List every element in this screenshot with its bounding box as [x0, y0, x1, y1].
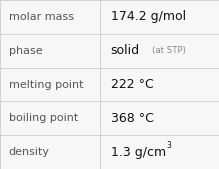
Text: melting point: melting point — [9, 79, 83, 90]
Text: density: density — [9, 147, 50, 157]
Text: (at STP): (at STP) — [152, 46, 186, 55]
Text: 3: 3 — [166, 141, 171, 150]
Text: 368 °C: 368 °C — [111, 112, 154, 125]
Text: phase: phase — [9, 46, 42, 56]
Text: 1.3 g/cm: 1.3 g/cm — [111, 146, 166, 159]
Text: molar mass: molar mass — [9, 12, 74, 22]
Text: 222 °C: 222 °C — [111, 78, 153, 91]
Text: 174.2 g/mol: 174.2 g/mol — [111, 10, 186, 23]
Text: boiling point: boiling point — [9, 113, 78, 123]
Text: solid: solid — [111, 44, 140, 57]
